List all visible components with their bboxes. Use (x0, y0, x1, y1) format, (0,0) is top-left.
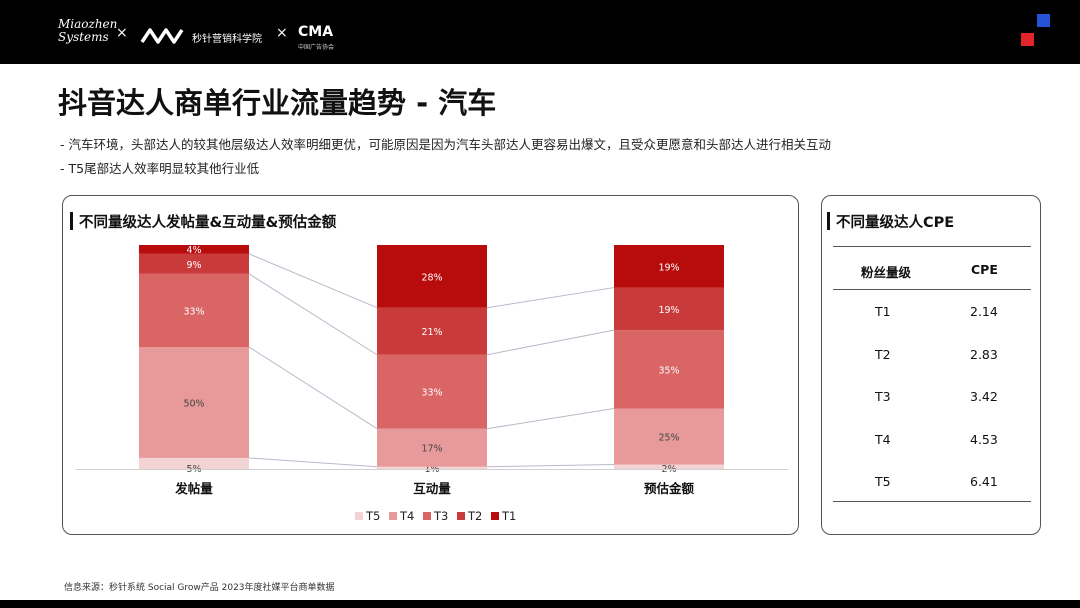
data-source-note: 信息来源：秒针系统 Social Grow产品 2023年度社媒平台商单数据 (64, 583, 335, 593)
decor-square-blue (1037, 14, 1050, 27)
data-label: 25% (658, 433, 679, 444)
table-rule (833, 289, 1031, 290)
cpe-cell: 6.41 (970, 474, 998, 489)
bullet-item: - T5尾部达人效率明显较其他行业低 (60, 161, 260, 176)
bar-segment-t4 (139, 347, 249, 458)
connector-line (486, 464, 615, 468)
decor-square-red (1021, 33, 1034, 46)
cma-logo-sub: 中国广告协会 (298, 44, 335, 51)
bar-segment-t1 (614, 245, 724, 288)
data-label: 17% (421, 444, 442, 455)
chart-panel-title: 不同量级达人发帖量&互动量&预估金额 (69, 211, 336, 232)
connector-line (248, 273, 378, 356)
table-rule (833, 501, 1031, 502)
miaozhen-logo: Miaozhen Systems (58, 17, 118, 44)
cpe-cell: 4.53 (970, 432, 998, 447)
bar-segment-t5 (139, 457, 249, 469)
cma-logo: CMA (298, 24, 334, 40)
bar-segment-t1 (139, 245, 249, 254)
legend-label: T5 (365, 509, 380, 523)
cpe-panel-title: 不同量级达人CPE (826, 211, 954, 232)
bar-segment-t1 (377, 245, 487, 308)
data-label: 35% (658, 365, 679, 376)
header-bar: Miaozhen Systems × 秒针营销科学院 × CMA 中国广告协会 (0, 0, 1080, 64)
data-label: 33% (421, 388, 442, 399)
connector-line (486, 329, 615, 356)
bar-segment-t4 (377, 428, 487, 467)
connector-line (248, 457, 378, 468)
separator-icon: × (276, 25, 288, 41)
x-tick-label: 互动量 (413, 481, 451, 496)
bar-segment-t5 (614, 464, 724, 469)
legend-label: T3 (433, 509, 448, 523)
connector-line (486, 287, 615, 309)
page-title: 抖音达人商单行业流量趋势 - 汽车 (58, 86, 497, 120)
data-label: 19% (658, 262, 679, 273)
connector-line (248, 346, 378, 430)
separator-icon: × (116, 25, 128, 41)
legend-swatch (491, 512, 499, 520)
bar-segment-t2 (139, 253, 249, 274)
connector-line (248, 253, 378, 309)
bar-segment-t3 (377, 354, 487, 429)
data-label: 33% (183, 306, 204, 317)
cpe-cell: 3.42 (970, 389, 998, 404)
bar-segment-t3 (139, 273, 249, 348)
legend-swatch (389, 512, 397, 520)
legend-label: T2 (467, 509, 482, 523)
x-tick-label: 预估金额 (644, 481, 695, 496)
tier-cell: T2 (875, 347, 891, 362)
bar-segment-t5 (377, 466, 487, 469)
legend-swatch (457, 512, 465, 520)
bar-segment-t2 (614, 287, 724, 331)
data-label: 50% (183, 398, 204, 409)
tier-cell: T4 (875, 432, 891, 447)
footer-bar (0, 600, 1080, 608)
legend-label: T4 (399, 509, 414, 523)
column-header-tier: 粉丝量级 (861, 265, 912, 280)
data-label: 19% (658, 305, 679, 316)
cpe-cell: 2.14 (970, 304, 998, 319)
table-rule (833, 246, 1031, 247)
bullet-item: - 汽车环境，头部达人的较其他层级达人效率明细更优，可能原因是因为汽车头部达人更… (60, 137, 831, 152)
tier-cell: T5 (875, 474, 891, 489)
bar-segment-t2 (377, 307, 487, 355)
tier-cell: T3 (875, 389, 891, 404)
ma-logo-icon (140, 28, 184, 44)
cpe-cell: 2.83 (970, 347, 998, 362)
column-header-cpe: CPE (971, 262, 998, 277)
data-label: 21% (421, 327, 442, 338)
tier-cell: T1 (875, 304, 891, 319)
cpe-panel: 不同量级达人CPE (821, 195, 1041, 535)
summary-bullets: - 汽车环境，头部达人的较其他层级达人效率明细更优，可能原因是因为汽车头部达人更… (60, 133, 831, 181)
connector-line (486, 408, 615, 430)
x-tick-label: 发帖量 (174, 481, 213, 496)
bar-segment-t3 (614, 330, 724, 409)
brand2-name: 秒针营销科学院 (192, 34, 262, 45)
legend-swatch (355, 512, 363, 520)
legend-swatch (423, 512, 431, 520)
data-label: 9% (186, 260, 201, 271)
legend-label: T1 (501, 509, 516, 523)
data-label: 28% (421, 272, 442, 283)
data-label: 4% (186, 245, 201, 256)
bar-segment-t4 (614, 408, 724, 465)
